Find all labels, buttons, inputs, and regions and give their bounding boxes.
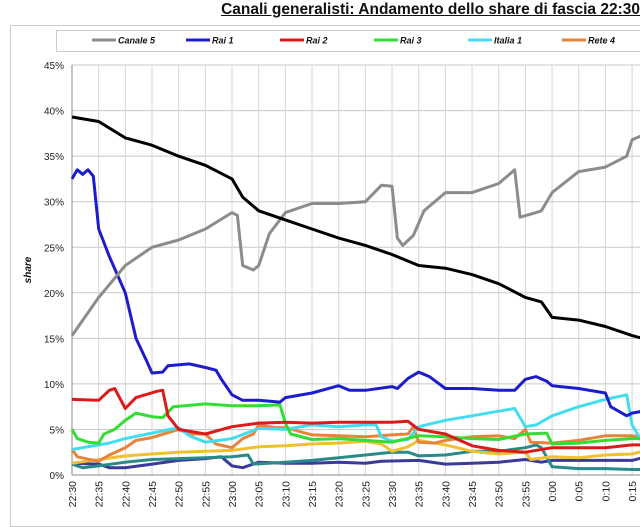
x-tick-label: 23:05: [254, 481, 266, 507]
legend-label: Rai 2: [306, 36, 328, 46]
x-tick-label: 0:05: [574, 481, 586, 502]
x-tick-label: 22:45: [147, 481, 159, 507]
y-tick-label: 25%: [44, 243, 64, 254]
x-tick-label: 22:50: [174, 481, 186, 507]
x-tick-label: 23:25: [360, 481, 372, 507]
legend-label: Rete 4: [588, 36, 615, 46]
y-tick-label: 20%: [44, 289, 64, 300]
legend-label: Rai 3: [400, 36, 422, 46]
x-tick-label: 22:55: [200, 481, 212, 507]
y-tick-label: 45%: [44, 61, 64, 72]
series-line-canale-5: [70, 134, 640, 337]
legend-label: Rai 1: [212, 36, 234, 46]
series-line-f0c030: [71, 438, 640, 465]
y-tick-label: 0%: [50, 471, 65, 482]
chart-title: Canali generalisti: Andamento dello shar…: [221, 1, 640, 18]
y-axis-label: share: [23, 256, 34, 283]
series-line-rete-4: [70, 423, 640, 463]
y-tick-label: 5%: [50, 425, 65, 436]
x-tick-label: 23:45: [467, 481, 479, 507]
series-line-000000: [71, 115, 640, 340]
x-tick-label: 23:40: [440, 481, 452, 507]
legend-label: Italia 1: [494, 36, 522, 46]
x-tick-label: 0:10: [600, 481, 612, 502]
y-tick-label: 10%: [44, 380, 64, 391]
legend: [56, 30, 640, 52]
x-tick-label: 23:15: [307, 481, 319, 507]
x-tick-label: 23:20: [334, 481, 346, 507]
x-tick-label: 23:30: [387, 481, 399, 507]
x-tick-label: 23:35: [414, 481, 426, 507]
x-tick-label: 0:00: [547, 481, 559, 502]
y-tick-label: 30%: [44, 198, 64, 209]
series-line-rai-1: [70, 168, 640, 418]
x-tick-label: 0:15: [627, 481, 639, 502]
x-tick-label: 23:00: [227, 481, 239, 507]
series-line-rai-3: [70, 402, 640, 446]
x-tick-label: 22:35: [94, 481, 106, 507]
y-tick-label: 40%: [44, 107, 64, 118]
x-tick-label: 22:30: [67, 481, 79, 507]
x-tick-label: 23:55: [520, 481, 532, 507]
line-chart: 0% 5% 10% 15% 20% 25% 30% 35% 40% 45% 22:30 22:35 22…: [23, 36, 640, 507]
legend-label: Canale 5: [118, 36, 156, 46]
series-line-rai-2: [71, 387, 640, 454]
x-tick-label: 23:50: [494, 481, 506, 507]
y-tick-label: 15%: [44, 334, 64, 345]
x-tick-label: 22:40: [120, 481, 132, 507]
y-tick-label: 35%: [44, 152, 64, 163]
x-tick-label: 23:10: [280, 481, 292, 507]
